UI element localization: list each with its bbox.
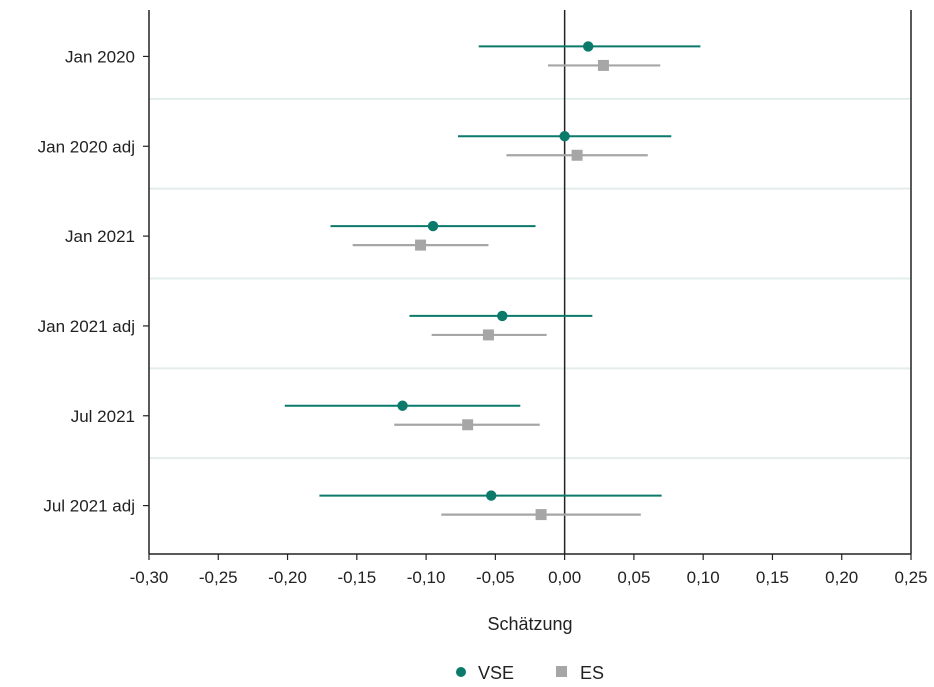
category-label: Jan 2021 adj	[38, 317, 135, 336]
legend: VSE ES	[456, 663, 604, 683]
x-tick-label: -0,30	[130, 568, 169, 587]
point-vse	[397, 400, 408, 411]
legend-marker-vse	[456, 667, 466, 677]
x-tick-label: -0,10	[407, 568, 446, 587]
x-tick-label: 0,15	[756, 568, 789, 587]
legend-label-vse: VSE	[478, 663, 514, 683]
x-tick-label: -0,05	[476, 568, 515, 587]
x-tick-label: 0,20	[825, 568, 858, 587]
category-label: Jan 2020 adj	[38, 137, 135, 156]
x-axis-title: Schätzung	[487, 614, 572, 634]
point-vse	[486, 490, 497, 501]
point-vse	[559, 131, 570, 142]
x-tick-label: -0,15	[337, 568, 376, 587]
point-es	[415, 239, 427, 251]
category-label: Jul 2021	[71, 407, 135, 426]
category-label: Jul 2021 adj	[43, 497, 135, 516]
point-es	[462, 419, 474, 431]
x-tick-label: 0,10	[687, 568, 720, 587]
point-es	[482, 329, 494, 341]
x-tick-label: 0,25	[894, 568, 927, 587]
row-separators	[149, 97, 911, 460]
point-vse	[582, 41, 594, 52]
x-axis-ticks: -0,30 -0,25 -0,20 -0,15 -0,10 -0,05 0,00 0,05 0,…	[130, 554, 928, 587]
category-labels: Jan 2020 Jan 2020 adj Jan 2021 Jan 2021 adj…	[38, 47, 135, 515]
legend-marker-es	[556, 666, 567, 677]
category-label: Jan 2020	[65, 47, 135, 66]
legend-label-es: ES	[580, 663, 604, 683]
axes	[143, 10, 912, 555]
x-tick-label: -0,25	[199, 568, 238, 587]
point-vse	[427, 220, 439, 232]
point-vse	[497, 310, 508, 322]
x-tick-label: 0,05	[617, 568, 650, 587]
point-es	[597, 59, 609, 71]
data-marks	[284, 41, 701, 521]
x-tick-label: 0,00	[548, 568, 581, 587]
point-es	[535, 509, 547, 521]
point-es	[571, 149, 583, 161]
x-tick-label: -0,20	[268, 568, 307, 587]
category-label: Jan 2021	[65, 227, 135, 246]
